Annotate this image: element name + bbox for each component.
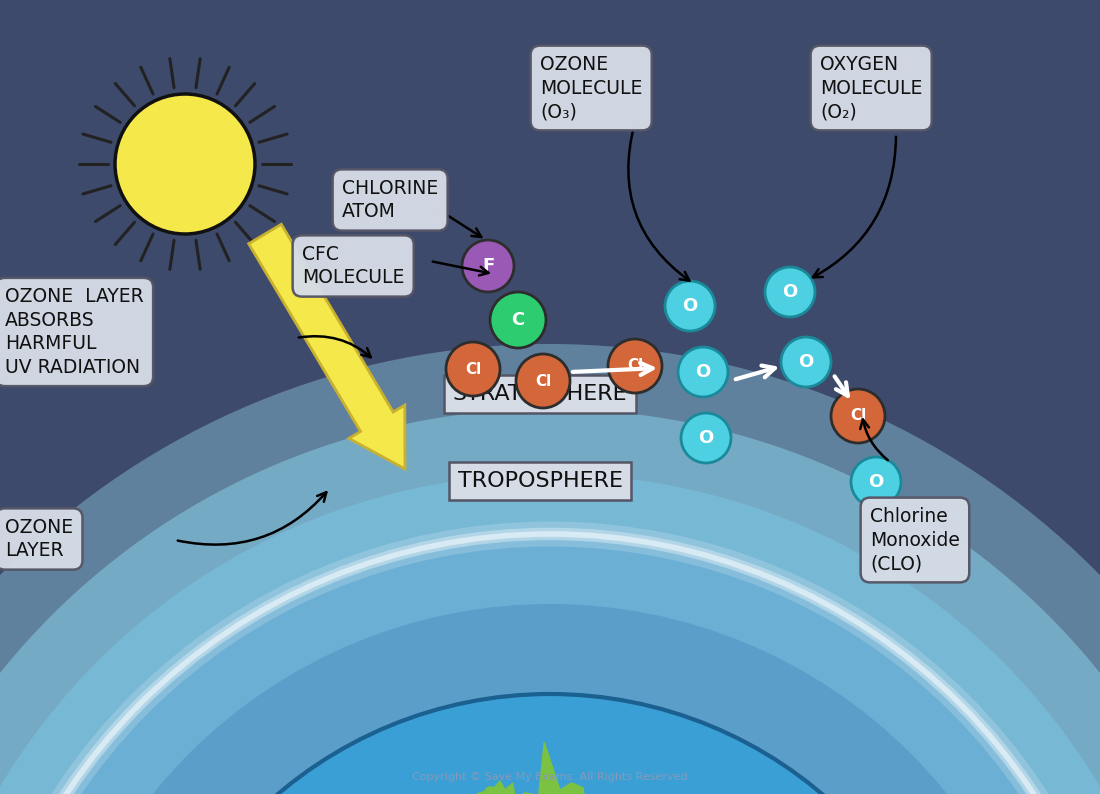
Polygon shape	[466, 781, 536, 794]
Circle shape	[678, 347, 728, 397]
Text: O: O	[682, 297, 697, 315]
Text: Chlorine
Monoxide
(CLO): Chlorine Monoxide (CLO)	[870, 507, 960, 573]
Text: Cl: Cl	[850, 408, 866, 423]
Text: OZONE  LAYER
ABSORBS
HARMFUL
UV RADIATION: OZONE LAYER ABSORBS HARMFUL UV RADIATION	[6, 287, 144, 376]
Text: O: O	[868, 473, 883, 491]
Circle shape	[830, 389, 886, 443]
Text: OXYGEN
MOLECULE
(O₂): OXYGEN MOLECULE (O₂)	[820, 55, 923, 121]
Text: Copyright © Save My Exams. All Rights Reserved: Copyright © Save My Exams. All Rights Re…	[412, 772, 688, 782]
Circle shape	[851, 457, 901, 507]
FancyArrow shape	[249, 224, 405, 469]
Circle shape	[764, 267, 815, 317]
Circle shape	[446, 342, 501, 396]
Text: O: O	[782, 283, 797, 301]
Circle shape	[681, 413, 732, 463]
Text: Cl: Cl	[627, 359, 644, 373]
Circle shape	[0, 474, 1100, 794]
Circle shape	[0, 344, 1100, 794]
Text: F: F	[482, 257, 494, 275]
Circle shape	[40, 604, 1060, 794]
Circle shape	[608, 339, 662, 393]
Circle shape	[781, 337, 830, 387]
Circle shape	[666, 281, 715, 331]
Circle shape	[116, 94, 255, 234]
Circle shape	[130, 694, 970, 794]
Circle shape	[0, 539, 1100, 794]
Text: Cl: Cl	[465, 361, 481, 376]
Text: O: O	[695, 363, 711, 381]
Polygon shape	[493, 742, 624, 794]
Text: CHLORINE
ATOM: CHLORINE ATOM	[342, 179, 438, 222]
Text: CFC
MOLECULE: CFC MOLECULE	[302, 245, 405, 287]
Circle shape	[516, 354, 570, 408]
Text: Cl: Cl	[535, 373, 551, 388]
Text: OZONE
LAYER: OZONE LAYER	[6, 518, 73, 561]
Text: O: O	[799, 353, 814, 371]
Circle shape	[0, 409, 1100, 794]
Text: STRATOSPHERE: STRATOSPHERE	[453, 384, 627, 404]
Circle shape	[462, 240, 514, 292]
Circle shape	[490, 292, 546, 348]
Text: OZONE
MOLECULE
(O₃): OZONE MOLECULE (O₃)	[540, 55, 642, 121]
Text: C: C	[512, 311, 525, 329]
Text: TROPOSPHERE: TROPOSPHERE	[458, 471, 623, 491]
Text: O: O	[698, 429, 714, 447]
